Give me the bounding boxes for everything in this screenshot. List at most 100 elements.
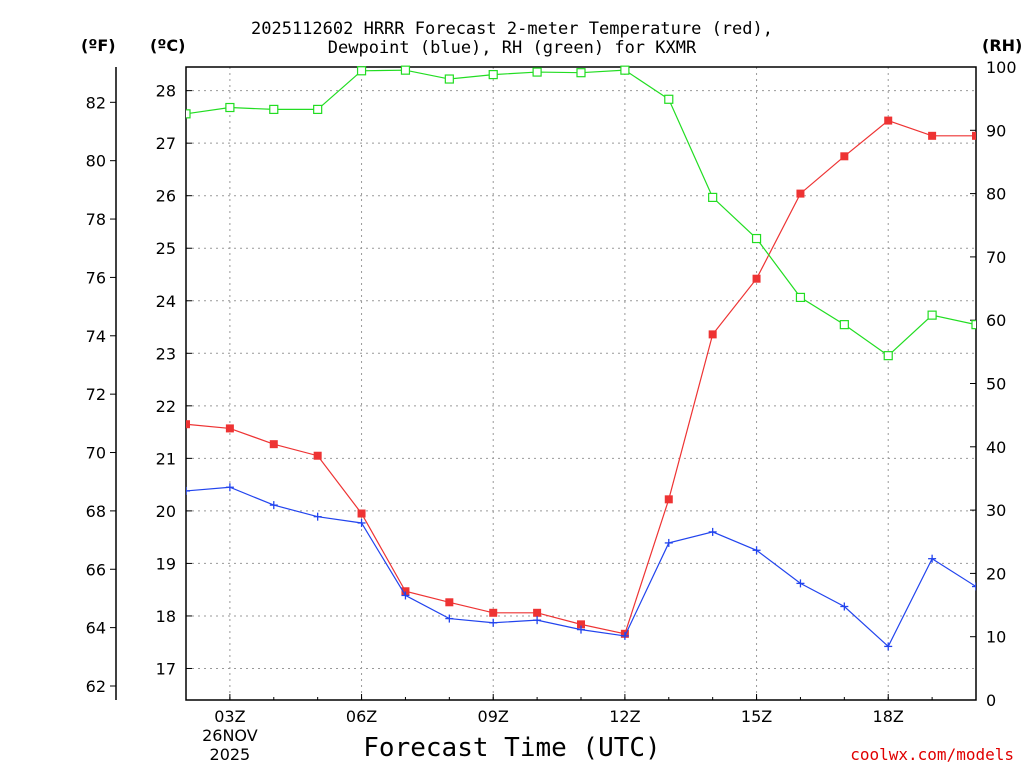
dewpoint-point <box>577 625 585 634</box>
celsius-tick-label: 27 <box>156 134 176 153</box>
dewpoint-point <box>752 546 761 555</box>
fahrenheit-tick-label: 74 <box>86 327 106 346</box>
temperature-point <box>840 152 849 161</box>
fahrenheit-tick-label: 68 <box>86 502 106 521</box>
rh-tick-label: 10 <box>986 628 1006 647</box>
celsius-tick-label: 18 <box>156 607 176 626</box>
series-layer <box>186 65 976 651</box>
chart-title-line2: Dewpoint (blue), RH (green) for KXMR <box>327 38 697 58</box>
celsius-tick-label: 19 <box>156 554 176 573</box>
fahrenheit-tick-label: 66 <box>86 560 106 579</box>
rh-unit-label: (RH) <box>982 36 1023 55</box>
rh-tick-label: 90 <box>986 121 1006 140</box>
x-tick-label: 15Z <box>741 707 772 726</box>
rh-point <box>751 233 762 244</box>
rh-tick-label: 100 <box>986 58 1017 77</box>
celsius-tick-label: 20 <box>156 502 176 521</box>
dewpoint-point <box>972 582 976 591</box>
temperature-point <box>533 608 542 617</box>
grid-layer <box>186 67 976 700</box>
rh-tick-label: 40 <box>986 438 1006 457</box>
temperature-point <box>269 440 278 449</box>
series-temperature <box>186 116 976 638</box>
fahrenheit-tick-label: 72 <box>86 385 106 404</box>
rh-point <box>795 292 806 303</box>
dewpoint-point <box>533 616 542 625</box>
rh-point <box>664 94 674 104</box>
x-tick-label: 06Z <box>346 707 377 726</box>
celsius-tick-label: 26 <box>156 187 176 206</box>
temperature-point <box>708 330 717 339</box>
rh-tick-label: 80 <box>986 185 1006 204</box>
series-dewpoint <box>186 483 976 651</box>
chart-title-line1: 2025112602 HRRR Forecast 2-meter Tempera… <box>251 19 773 39</box>
temperature-line <box>186 119 976 635</box>
dewpoint-point <box>313 512 322 521</box>
celsius-tick-label: 23 <box>156 344 176 363</box>
dewpoint-point <box>445 614 454 623</box>
temperature-point <box>225 424 234 433</box>
dewpoint-point <box>928 554 937 563</box>
fahrenheit-tick-label: 64 <box>86 619 106 638</box>
temperature-point <box>401 587 410 596</box>
rh-point <box>708 192 718 202</box>
x-tick-label: 12Z <box>609 707 640 726</box>
rh-tick-label: 0 <box>986 691 996 710</box>
x-tick-label: 09Z <box>478 707 509 726</box>
rh-tick-label: 30 <box>986 501 1006 520</box>
rh-point <box>186 109 191 119</box>
fahrenheit-tick-label: 82 <box>86 93 106 112</box>
dewpoint-point <box>664 538 673 547</box>
dewpoint-point <box>489 618 498 627</box>
temperature-point <box>928 131 937 140</box>
rh-tick-label: 70 <box>986 248 1006 267</box>
temperature-point <box>884 116 893 125</box>
dewpoint-point <box>401 591 410 600</box>
temperature-point <box>972 131 976 140</box>
rh-tick-label: 60 <box>986 311 1006 330</box>
dewpoint-point <box>796 579 805 588</box>
site-credit: coolwx.com/models <box>850 745 1014 764</box>
celsius-tick-label: 28 <box>156 82 176 101</box>
fahrenheit-tick-label: 70 <box>86 444 106 463</box>
rh-point <box>400 65 411 75</box>
dewpoint-point <box>884 642 893 651</box>
rh-point <box>269 104 279 115</box>
rh-point <box>576 68 586 78</box>
rh-point <box>313 104 323 115</box>
temperature-point <box>752 274 761 283</box>
dewpoint-point <box>620 631 629 640</box>
rh-tick-label: 50 <box>986 375 1006 394</box>
temperature-point <box>313 451 322 460</box>
rh-point <box>444 74 454 84</box>
dewpoint-point <box>357 518 366 527</box>
rh-point <box>488 69 498 80</box>
x-date-label: 26NOV <box>202 726 258 745</box>
rh-point <box>532 67 542 77</box>
rh-point <box>839 320 849 330</box>
fahrenheit-tick-label: 78 <box>86 210 106 229</box>
celsius-tick-label: 22 <box>156 397 176 416</box>
temperature-point <box>489 608 498 617</box>
temperature-point <box>796 189 805 198</box>
dewpoint-point <box>225 483 234 492</box>
temperature-point <box>186 420 190 429</box>
rh-point <box>971 320 976 330</box>
plot-frame <box>185 66 977 701</box>
dewpoint-point <box>186 486 190 495</box>
temperature-point <box>664 495 673 504</box>
x-axis-label: Forecast Time (UTC) <box>363 733 661 763</box>
rh-line <box>186 69 976 357</box>
temperature-point <box>357 509 366 518</box>
rh-tick-label: 20 <box>986 564 1006 583</box>
celsius-tick-label: 24 <box>156 292 176 311</box>
fahrenheit-tick-label: 62 <box>86 677 106 696</box>
rh-point <box>927 310 937 320</box>
rh-point <box>356 66 367 76</box>
temperature-point <box>577 620 585 629</box>
celsius-tick-label: 25 <box>156 239 176 258</box>
dewpoint-point <box>269 501 278 510</box>
rh-point <box>225 102 235 113</box>
fahrenheit-tick-label: 80 <box>86 152 106 171</box>
